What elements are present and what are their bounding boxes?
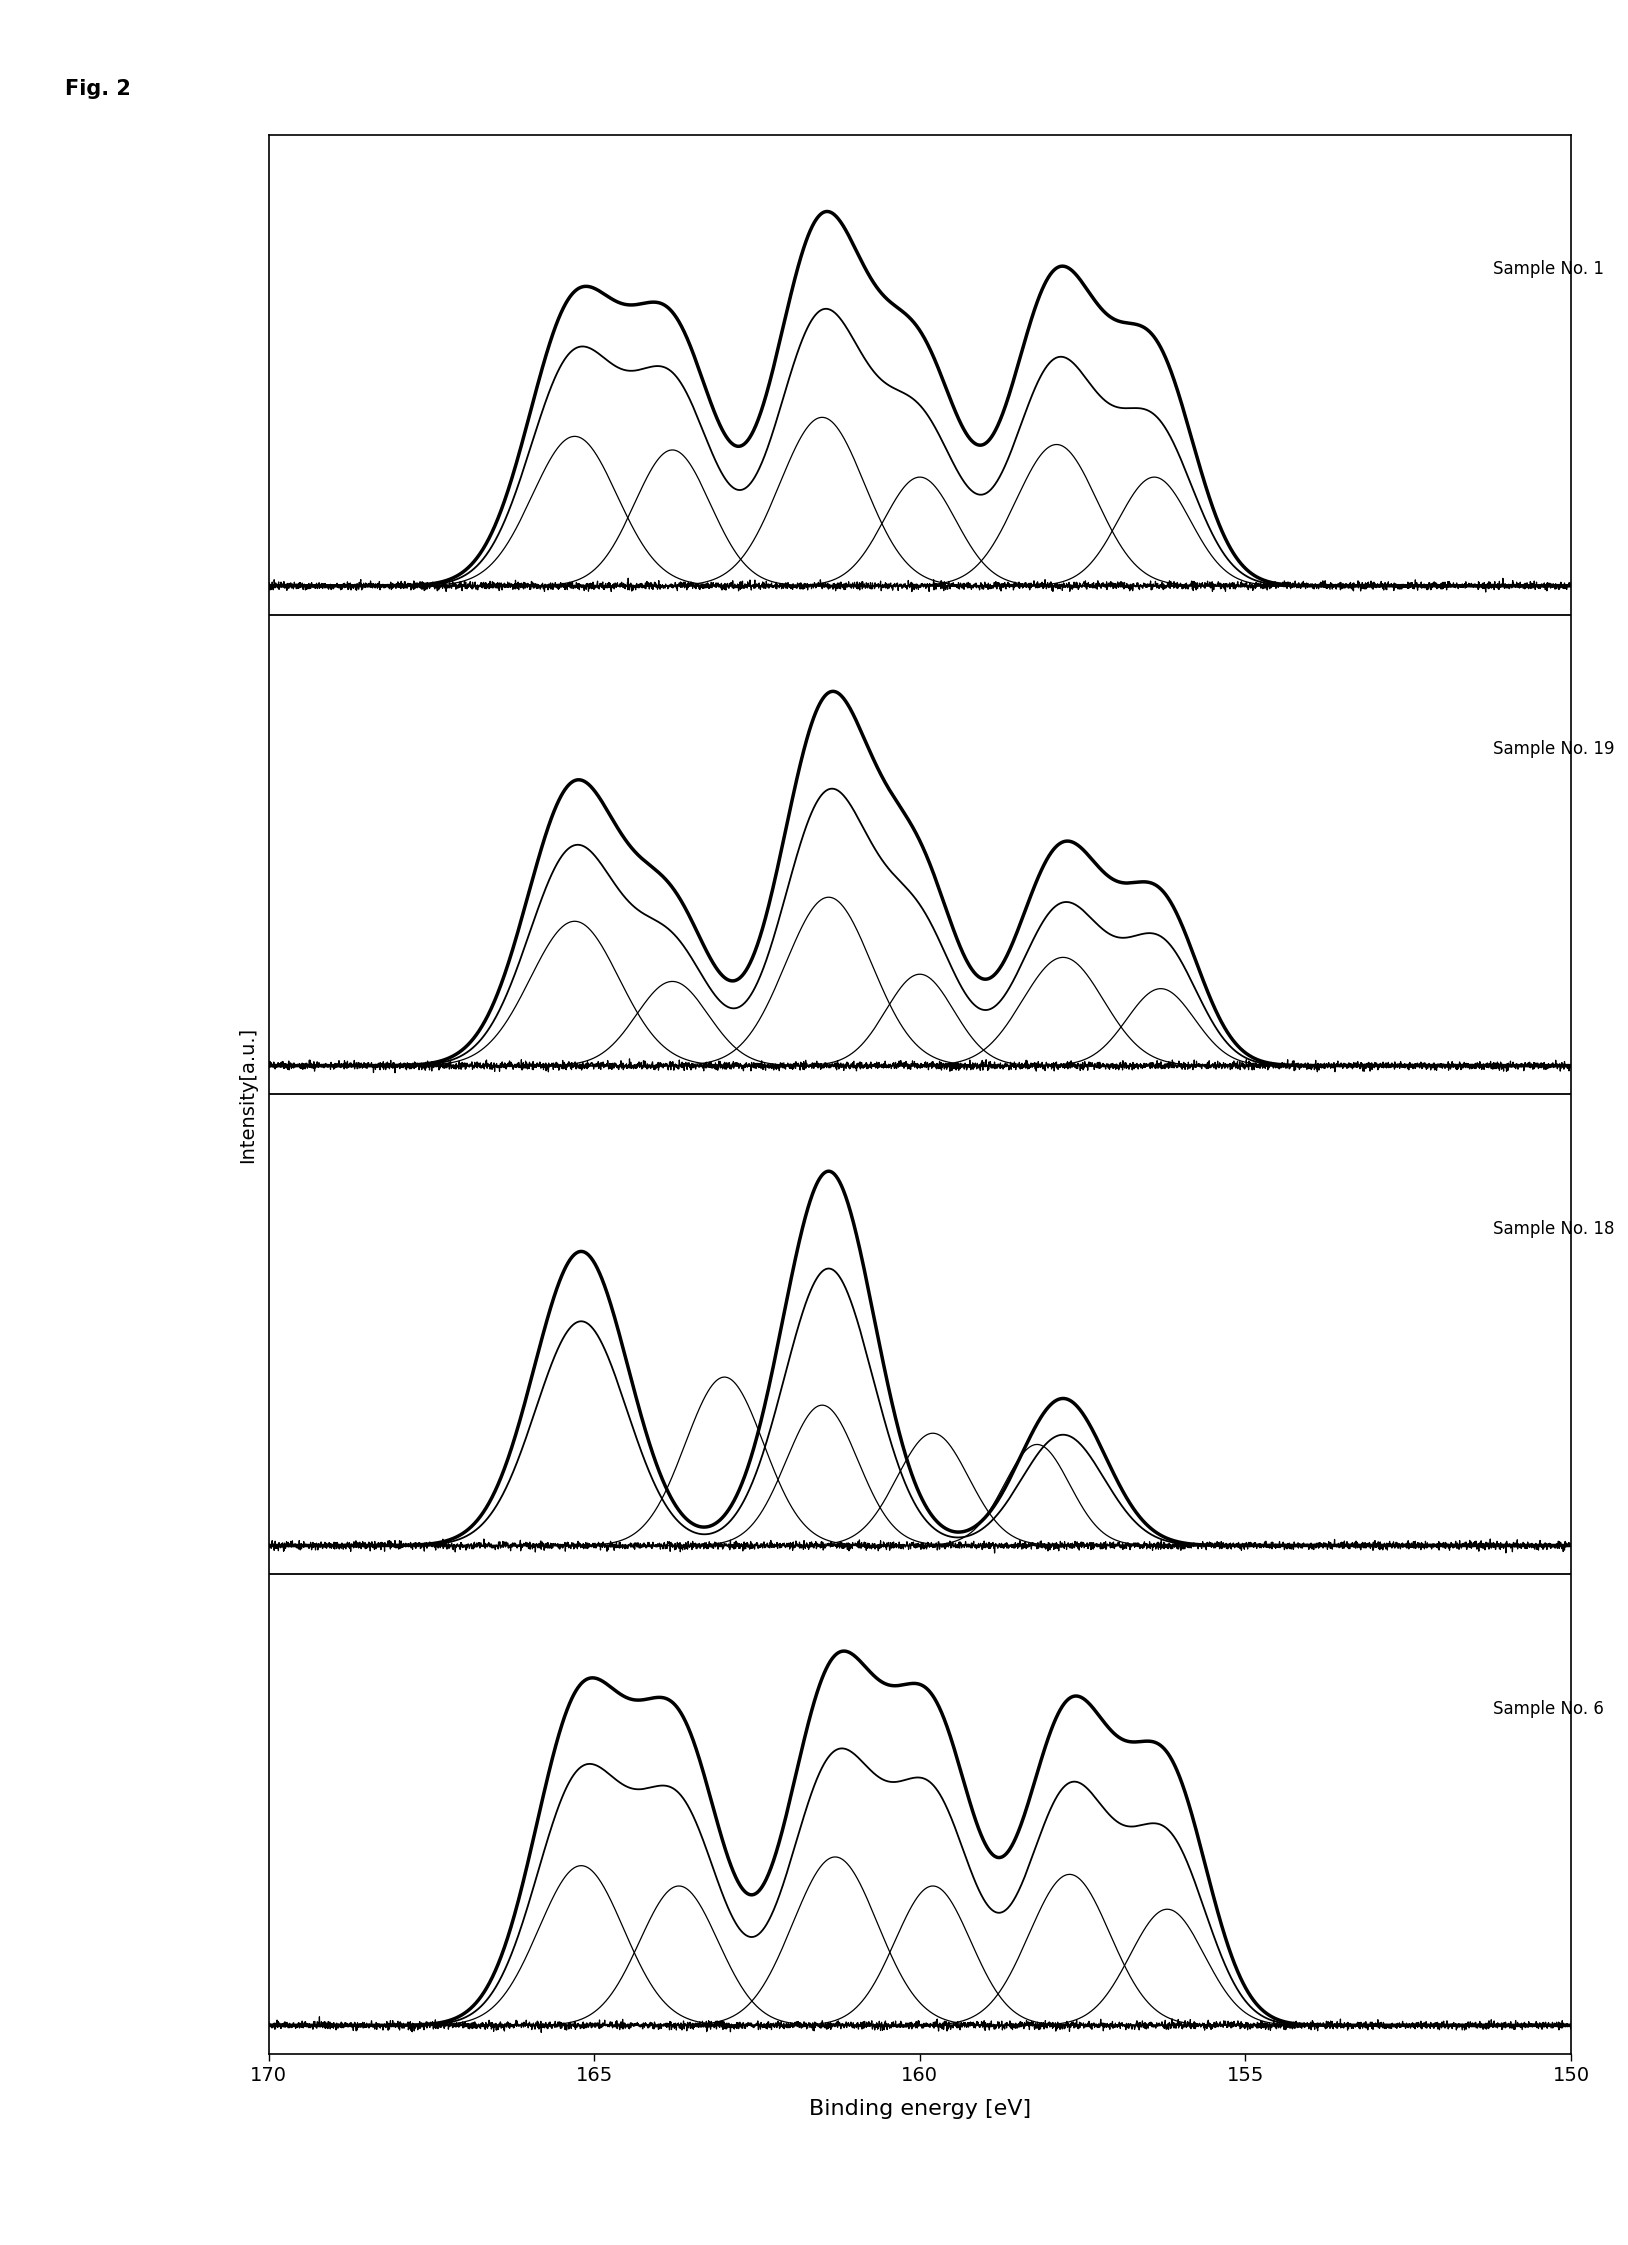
Y-axis label: Intensity[a.u.]: Intensity[a.u.]	[239, 1026, 257, 1163]
X-axis label: Binding energy [eV]: Binding energy [eV]	[809, 2099, 1031, 2119]
Text: Fig. 2: Fig. 2	[65, 79, 130, 99]
Text: Sample No. 1: Sample No. 1	[1493, 260, 1604, 278]
Text: Sample No. 6: Sample No. 6	[1493, 1699, 1604, 1717]
Text: Sample No. 19: Sample No. 19	[1493, 741, 1615, 759]
Text: Sample No. 18: Sample No. 18	[1493, 1219, 1615, 1237]
